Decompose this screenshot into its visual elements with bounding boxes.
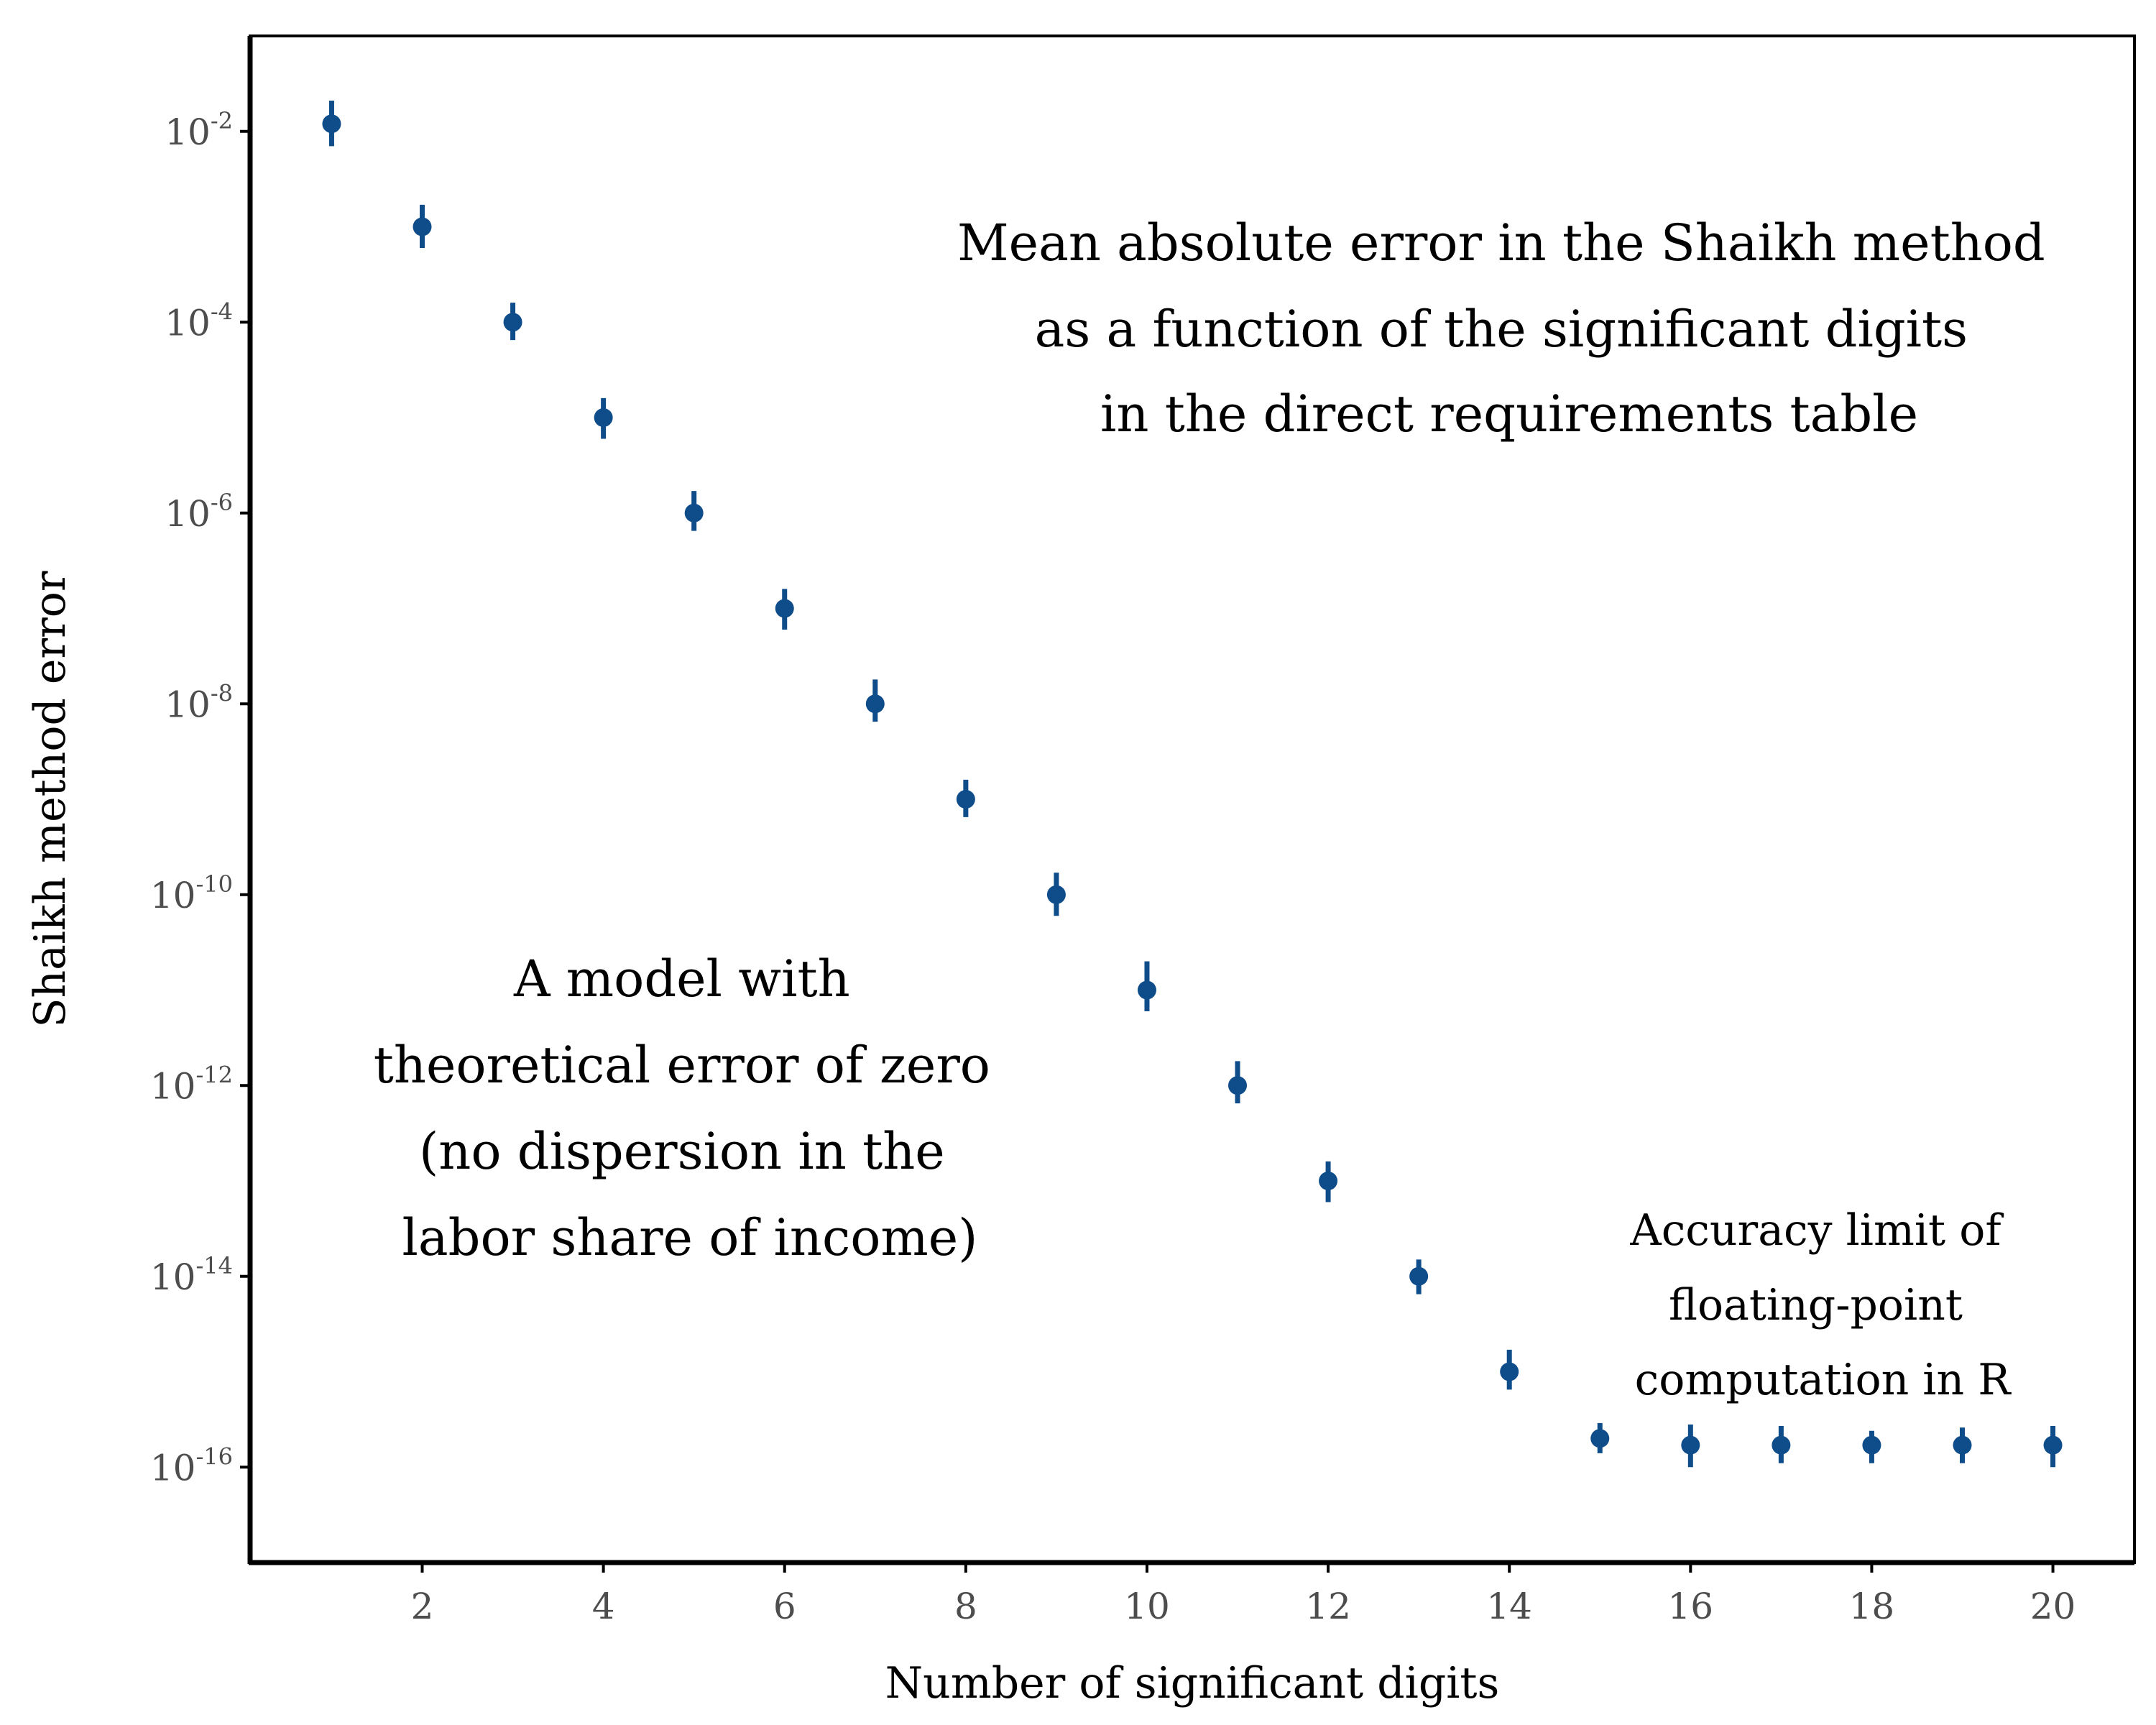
y-tick-exponent: -12 [195, 1061, 233, 1088]
y-tick-base: 10 [150, 1256, 196, 1298]
zero-model-annotation: A model with theoretical error of zero (… [374, 949, 1006, 1267]
x-tick-label: 20 [2030, 1586, 2076, 1627]
y-tick-base: 10 [150, 1065, 196, 1107]
data-point [956, 790, 975, 809]
title-line-3: in the direct requirements table [1100, 385, 1918, 443]
accuracy-limit-annotation: Accuracy limit of floating-point computa… [1629, 1205, 2014, 1405]
x-tick-label: 12 [1305, 1586, 1351, 1627]
y-tick-exponent: -14 [195, 1252, 233, 1279]
data-point [594, 408, 613, 427]
data-point [1319, 1172, 1338, 1190]
zero-model-line-4: labor share of income) [402, 1208, 978, 1267]
data-point [1953, 1435, 1972, 1455]
data-point [1500, 1362, 1519, 1381]
data-point [1681, 1435, 1700, 1455]
zero-model-line-3: (no dispersion in the [419, 1122, 945, 1181]
data-point [1590, 1429, 1610, 1448]
y-tick-exponent: -16 [195, 1443, 233, 1470]
x-axis-title: Number of significant digits [885, 1658, 1500, 1708]
chart-title-annotation: Mean absolute error in the Shaikh method… [957, 213, 2061, 443]
data-point [1772, 1435, 1791, 1455]
y-tick-base: 10 [165, 493, 211, 535]
data-point [1137, 980, 1156, 1000]
data-point [322, 114, 341, 134]
data-point [1862, 1435, 1881, 1455]
y-tick-exponent: -8 [211, 679, 233, 707]
y-tick-label: 10-6 [165, 489, 233, 535]
x-axis-ticks: 2 4 6 8 10 12 14 16 18 20 [411, 1563, 2076, 1627]
y-tick-base: 10 [165, 111, 211, 153]
zero-model-line-1: A model with [513, 949, 850, 1008]
x-tick-label: 14 [1486, 1586, 1532, 1627]
y-tick-base: 10 [150, 875, 196, 916]
x-tick-label: 16 [1668, 1586, 1714, 1627]
data-point [684, 503, 704, 523]
y-tick-base: 10 [150, 1447, 196, 1489]
y-tick-label: 10-4 [165, 298, 233, 344]
accuracy-line-3: computation in R [1635, 1355, 2012, 1405]
y-tick-label: 10-2 [165, 107, 233, 153]
data-point [503, 313, 522, 332]
data-point [1046, 885, 1066, 904]
x-tick-label: 18 [1849, 1586, 1895, 1627]
y-tick-label: 10-10 [150, 870, 233, 916]
data-point [1409, 1266, 1429, 1286]
title-line-2: as a function of the significant digits [1035, 300, 1968, 359]
data-point [413, 217, 432, 236]
y-tick-base: 10 [165, 684, 211, 725]
y-tick-label: 10-12 [150, 1061, 233, 1107]
x-tick-label: 10 [1124, 1586, 1170, 1627]
x-tick-label: 6 [773, 1586, 796, 1627]
y-tick-label: 10-16 [150, 1443, 233, 1489]
x-tick-label: 4 [592, 1586, 615, 1627]
y-tick-exponent: -6 [211, 489, 233, 516]
title-line-1: Mean absolute error in the Shaikh method [957, 213, 2045, 272]
x-tick-label: 2 [411, 1586, 434, 1627]
data-point [865, 694, 885, 714]
accuracy-line-1: Accuracy limit of [1629, 1205, 2004, 1256]
accuracy-line-2: floating-point [1669, 1280, 1963, 1330]
y-tick-base: 10 [165, 302, 211, 344]
zero-model-line-2: theoretical error of zero [374, 1036, 990, 1095]
data-series [322, 100, 2063, 1468]
y-tick-label: 10-14 [150, 1252, 233, 1298]
y-tick-label: 10-8 [165, 679, 233, 725]
y-tick-exponent: -4 [211, 298, 233, 325]
y-axis-title: Shaikh method error [25, 571, 75, 1028]
data-point [1228, 1076, 1248, 1095]
data-point [2043, 1435, 2063, 1455]
y-tick-exponent: -10 [195, 870, 233, 898]
data-point [775, 599, 794, 618]
y-tick-exponent: -2 [211, 107, 233, 134]
x-tick-label: 8 [954, 1586, 977, 1627]
